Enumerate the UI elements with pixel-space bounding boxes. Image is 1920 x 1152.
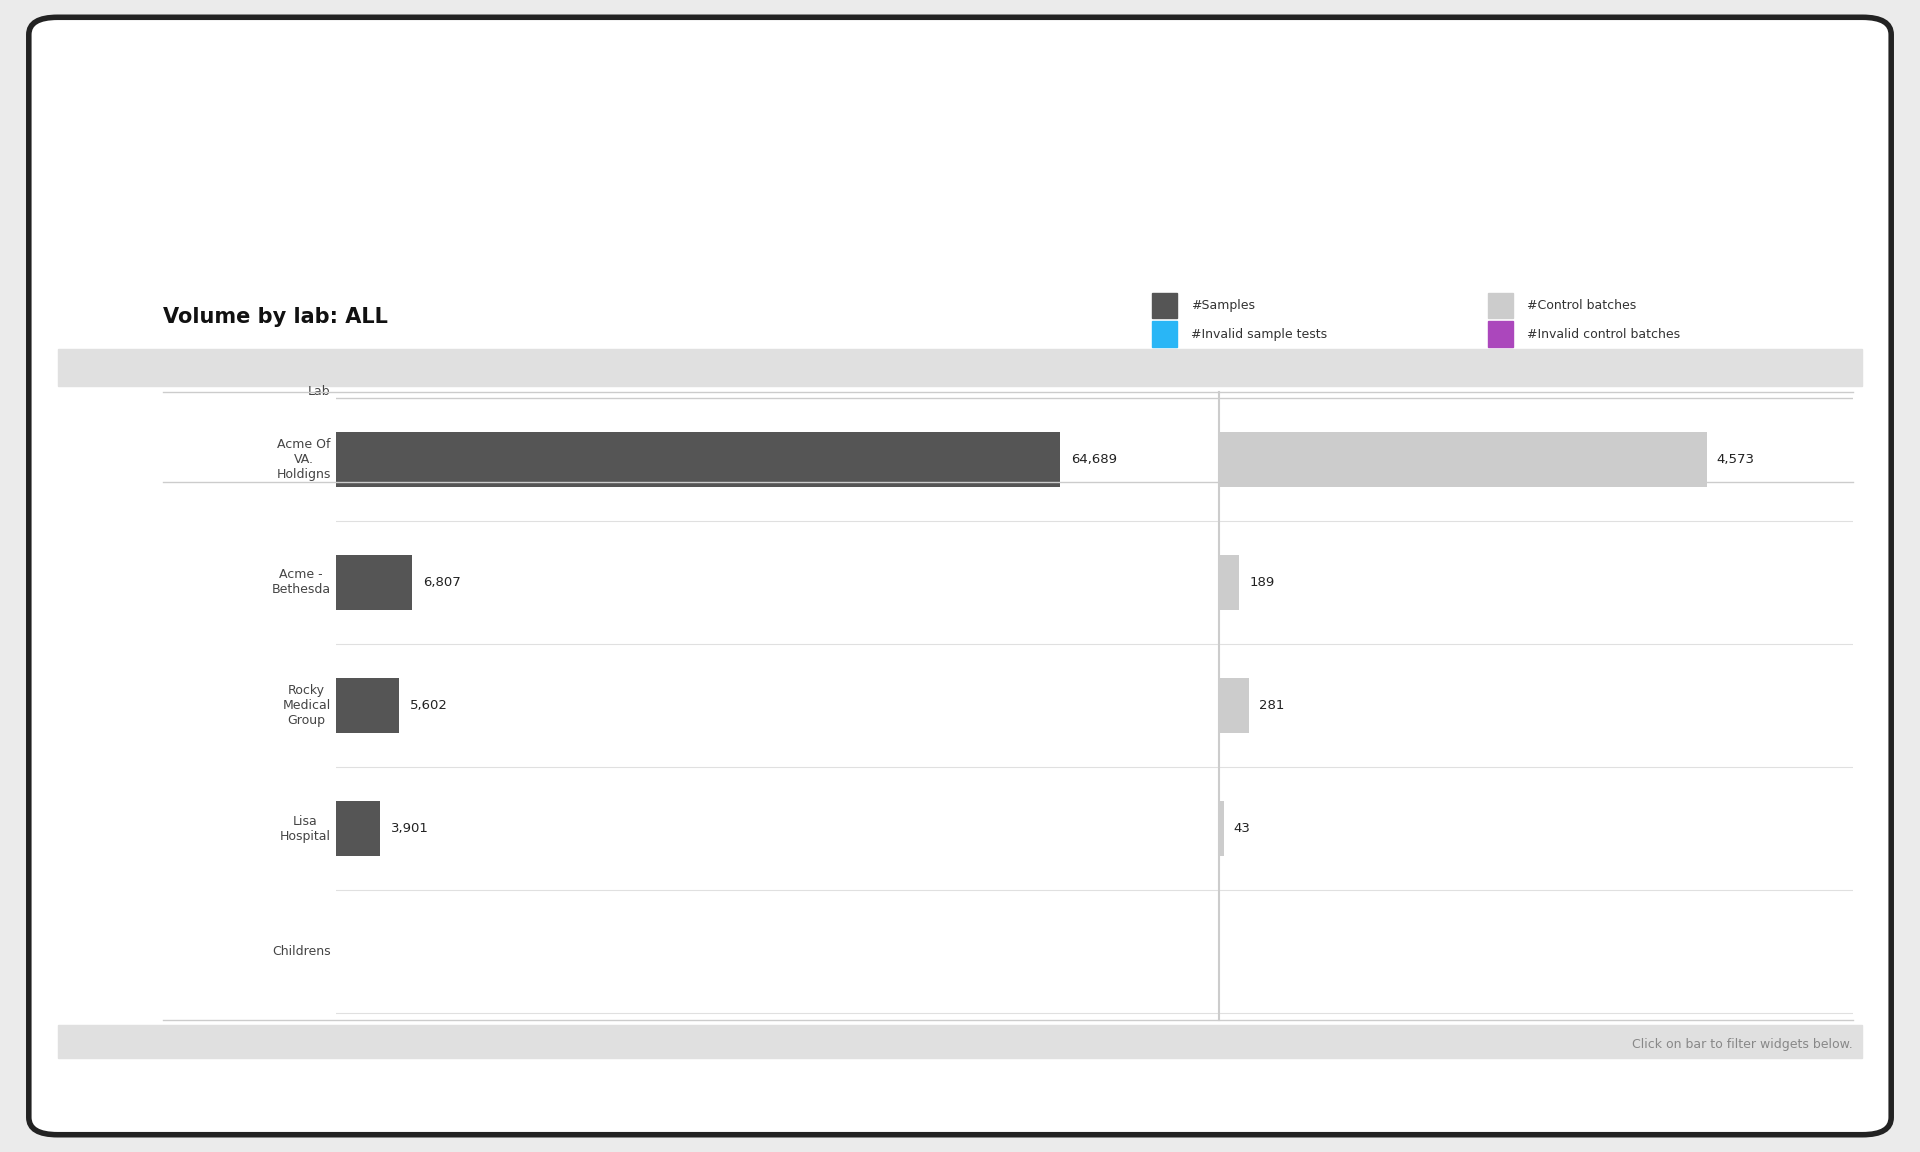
Bar xyxy=(1152,293,1177,318)
FancyBboxPatch shape xyxy=(29,17,1891,1135)
Text: #Control batches: #Control batches xyxy=(1528,298,1636,312)
Bar xyxy=(58,349,1862,386)
Text: 281: 281 xyxy=(1260,699,1284,712)
Bar xyxy=(1152,321,1177,347)
Text: 4,573: 4,573 xyxy=(1716,453,1755,465)
Text: #Invalid sample tests: #Invalid sample tests xyxy=(1190,327,1327,341)
Text: Acme Of
VA.
Holdigns: Acme Of VA. Holdigns xyxy=(276,438,330,480)
Text: 3,901: 3,901 xyxy=(390,823,428,835)
Text: Lisa
Hospital: Lisa Hospital xyxy=(280,814,330,843)
Bar xyxy=(1488,293,1513,318)
Text: #Invalid control batches: #Invalid control batches xyxy=(1528,327,1680,341)
Text: 43: 43 xyxy=(1233,823,1250,835)
Bar xyxy=(1219,677,1250,734)
Text: 6,807: 6,807 xyxy=(422,576,461,589)
Text: 5,602: 5,602 xyxy=(409,699,447,712)
Bar xyxy=(1219,432,1707,487)
Text: 64,689: 64,689 xyxy=(1071,453,1117,465)
Bar xyxy=(336,801,380,856)
Bar xyxy=(336,677,399,734)
Bar xyxy=(1488,321,1513,347)
Bar xyxy=(1219,555,1238,611)
Bar xyxy=(336,555,413,611)
Bar xyxy=(1219,801,1223,856)
Text: 189: 189 xyxy=(1250,576,1275,589)
Text: Acme -
Bethesda: Acme - Bethesda xyxy=(273,568,330,597)
Text: Childrens: Childrens xyxy=(273,946,330,958)
Text: Lab: Lab xyxy=(309,385,330,397)
Text: #Samples: #Samples xyxy=(1190,298,1256,312)
Text: Click on bar to filter widgets below.: Click on bar to filter widgets below. xyxy=(1632,1038,1853,1052)
Text: Rocky
Medical
Group: Rocky Medical Group xyxy=(282,684,330,727)
Bar xyxy=(58,1025,1862,1058)
Text: Volume by lab: ALL: Volume by lab: ALL xyxy=(163,306,388,327)
Bar xyxy=(336,432,1060,487)
